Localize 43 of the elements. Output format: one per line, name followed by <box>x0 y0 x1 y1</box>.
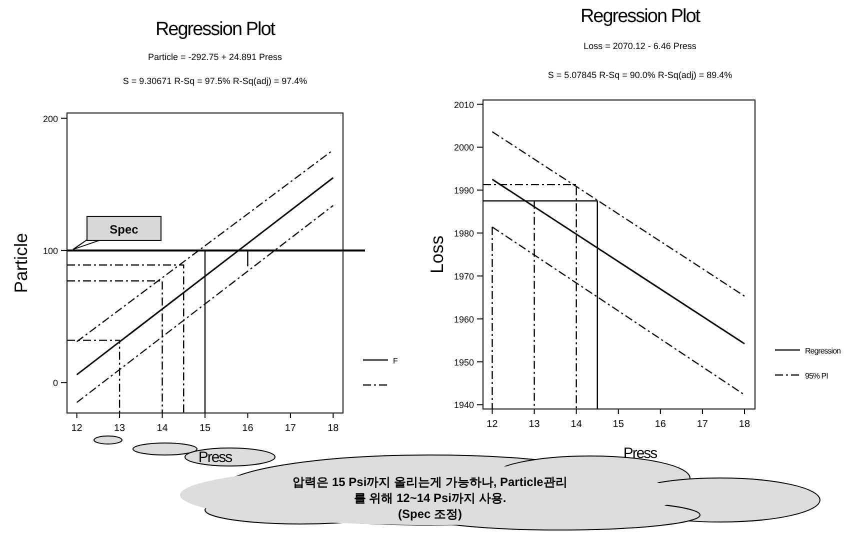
callout: Spec <box>72 216 162 250</box>
y-tick-label: 2010 <box>454 100 474 110</box>
y-tick-label: 1960 <box>454 314 474 324</box>
legend-label: 95% PI <box>805 372 828 380</box>
y-tick-label: 2000 <box>454 142 474 153</box>
x-tick-label: 15 <box>612 419 624 430</box>
text: 를 위해 12~14 Psi까지 사용. <box>354 491 506 505</box>
text: S = 9.30671 R-Sq = 97.5% R-Sq(adj) = 97.4% <box>122 76 308 86</box>
text: (Spec 조정) <box>398 507 462 521</box>
y-tick-label: 1940 <box>454 400 474 410</box>
ref-line-label: Spec <box>110 222 139 236</box>
chart-title: Regression Plot <box>580 6 702 27</box>
text: S = 5.07845 R-Sq = 90.0% R-Sq(adj) = 89.4% <box>548 70 732 80</box>
x-tick-label: 18 <box>328 423 340 434</box>
legend-label: F <box>393 356 398 366</box>
y-axis-title: Particle <box>11 232 31 294</box>
x-tick-label: 13 <box>114 423 126 434</box>
x-axis-title: Press <box>623 445 658 462</box>
x-tick-label: 17 <box>696 419 708 430</box>
y-tick-label: 100 <box>42 246 58 256</box>
x-axis-title: Press <box>198 449 232 466</box>
x-tick-label: 15 <box>199 423 211 434</box>
x-tick-label: 12 <box>71 423 83 434</box>
x-tick-label: 16 <box>242 423 254 434</box>
x-tick-label: 14 <box>570 419 582 430</box>
y-tick-label: 1980 <box>454 228 474 239</box>
y-tick-label: 1970 <box>454 271 474 282</box>
x-tick-label: 16 <box>654 419 666 430</box>
x-tick-label: 13 <box>528 419 540 430</box>
y-tick-label: 1990 <box>454 186 474 196</box>
chart-title: Regression Plot <box>155 19 276 40</box>
y-tick-label: 1950 <box>454 357 474 368</box>
y-tick-label: 0 <box>52 378 58 388</box>
x-tick-label: 12 <box>486 419 498 430</box>
legend-label: Regression <box>805 346 841 356</box>
x-tick-label: 14 <box>156 423 168 434</box>
x-tick-label: 18 <box>738 419 750 430</box>
y-tick-label: 200 <box>42 114 58 124</box>
y-axis-title: Loss <box>427 235 447 274</box>
x-tick-label: 17 <box>284 423 296 434</box>
chart-subtitle: Loss = 2070.12 - 6.46 Press <box>584 41 697 51</box>
chart-subtitle: Particle = -292.75 + 24.891 Press <box>148 52 283 62</box>
text: 압력은 15 Psi까지 올리는게 가능하나, Particle관리 <box>292 475 568 489</box>
